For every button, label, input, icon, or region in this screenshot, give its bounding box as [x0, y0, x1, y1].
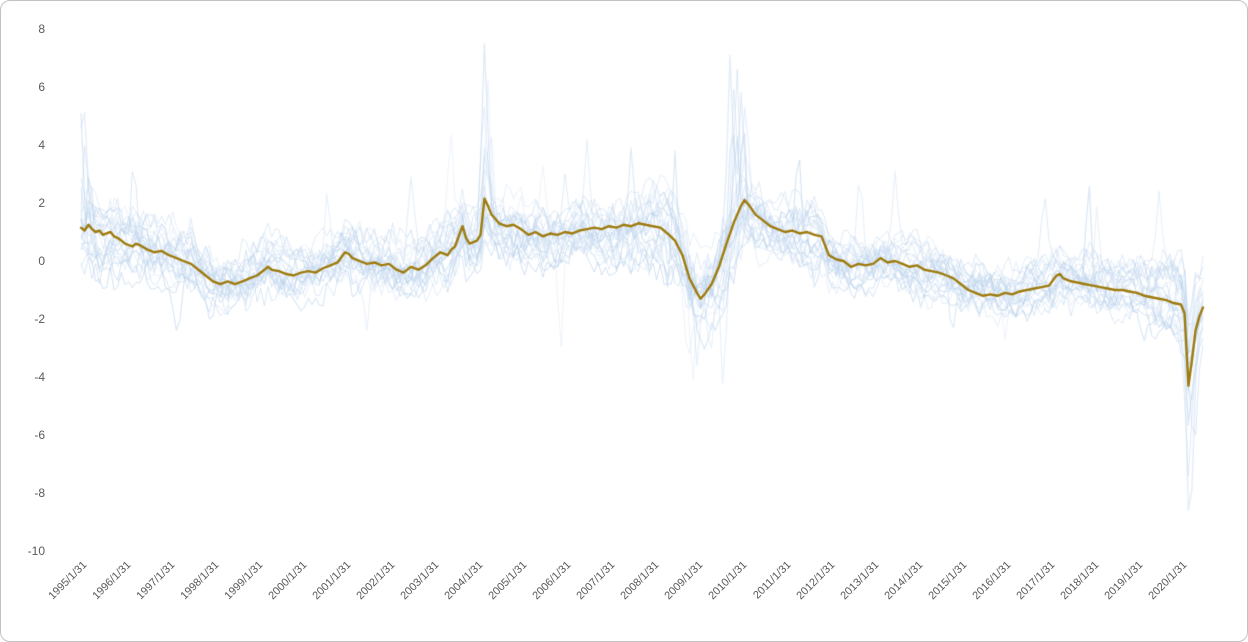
chart-frame: 8 6 4 2 0 -2 -4 -6 -8 -10 1995/1/31 1996/1/31 1997/…	[0, 0, 1248, 642]
plot-area-canvas	[1, 1, 1247, 641]
